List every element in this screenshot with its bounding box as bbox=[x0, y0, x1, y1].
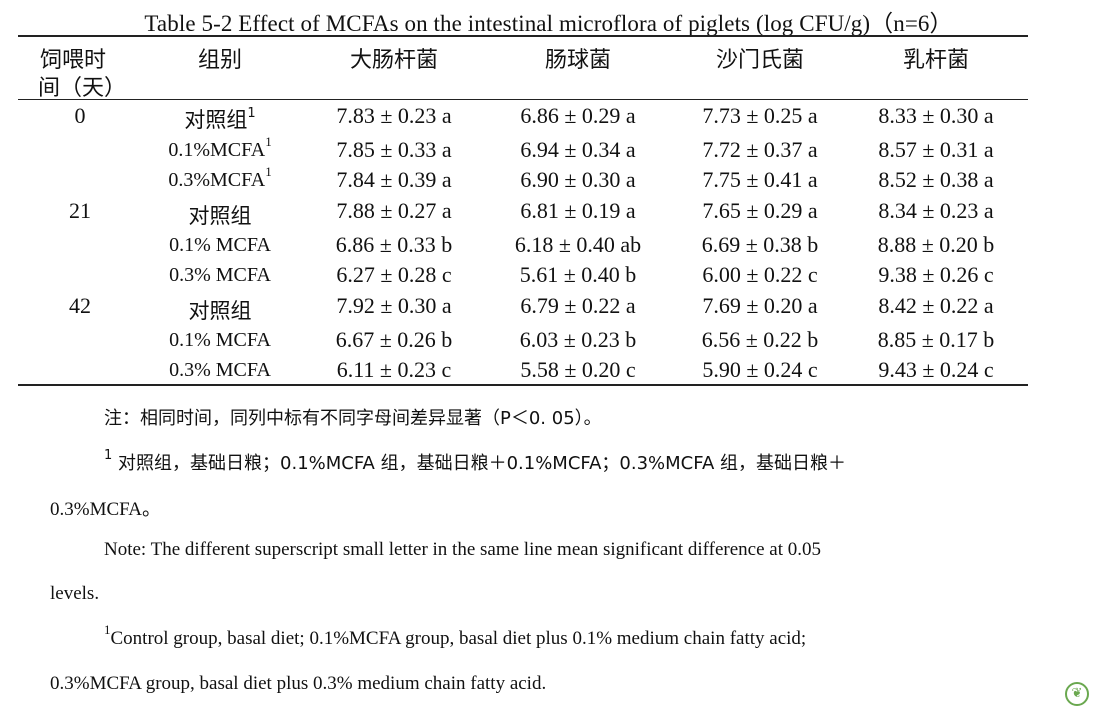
cell-salmonella: 7.69 ± 0.20 a bbox=[702, 293, 818, 318]
row-group: 0.3%MCFA1 bbox=[168, 164, 272, 191]
leaf-logo-icon: ❦ bbox=[1065, 682, 1089, 706]
cell-salmonella: 7.73 ± 0.25 a bbox=[702, 103, 818, 128]
row-group: 对照组1 bbox=[184, 106, 256, 132]
header-salmonella: 沙门氏菌 bbox=[715, 48, 804, 73]
header-time-line1: 饲喂时 bbox=[40, 48, 107, 73]
row-group: 0.3% MCFA bbox=[169, 359, 271, 381]
cell-lactobacillus: 8.85 ± 0.17 b bbox=[877, 327, 995, 352]
cell-enterococcus: 6.79 ± 0.22 a bbox=[520, 293, 636, 318]
cell-ecoli: 7.88 ± 0.27 a bbox=[336, 198, 452, 223]
cell-lactobacillus: 8.88 ± 0.20 b bbox=[877, 232, 995, 257]
cell-salmonella: 7.75 ± 0.41 a bbox=[702, 167, 818, 192]
cell-lactobacillus: 9.43 ± 0.24 c bbox=[878, 357, 994, 382]
cell-ecoli: 7.92 ± 0.30 a bbox=[336, 293, 452, 318]
row-day: 0 bbox=[74, 103, 86, 128]
row-day: 21 bbox=[69, 198, 91, 223]
cell-salmonella: 6.69 ± 0.38 b bbox=[701, 232, 819, 257]
note-en-groups: 1Control group, basal diet; 0.1%MCFA gro… bbox=[104, 622, 807, 649]
bottom-rule bbox=[18, 384, 1028, 386]
cell-ecoli: 7.85 ± 0.33 a bbox=[336, 137, 452, 162]
note-cn-significance: 注：相同时间，同列中标有不同字母间差异显著（P＜0. 05）。 bbox=[104, 408, 602, 429]
cell-salmonella: 5.90 ± 0.24 c bbox=[702, 357, 818, 382]
row-day: 42 bbox=[69, 293, 91, 318]
header-group: 组别 bbox=[197, 48, 242, 73]
note-en-significance-cont: levels. bbox=[50, 583, 100, 604]
cell-salmonella: 7.65 ± 0.29 a bbox=[702, 198, 818, 223]
cell-ecoli: 6.67 ± 0.26 b bbox=[335, 327, 453, 352]
row-group: 0.1% MCFA bbox=[169, 329, 271, 351]
row-group: 0.3% MCFA bbox=[169, 264, 271, 286]
note-cn-groups-cont: 0.3%MCFA。 bbox=[50, 499, 162, 520]
cell-salmonella: 6.00 ± 0.22 c bbox=[702, 262, 818, 287]
cell-lactobacillus: 8.42 ± 0.22 a bbox=[878, 293, 994, 318]
note-en-groups-cont: 0.3%MCFA group, basal diet plus 0.3% med… bbox=[50, 673, 547, 694]
cell-enterococcus: 6.90 ± 0.30 a bbox=[520, 167, 636, 192]
cell-lactobacillus: 8.57 ± 0.31 a bbox=[878, 137, 994, 162]
header-ecoli: 大肠杆菌 bbox=[349, 48, 438, 73]
cell-enterococcus: 6.94 ± 0.34 a bbox=[520, 137, 636, 162]
cell-lactobacillus: 8.34 ± 0.23 a bbox=[878, 198, 994, 223]
cell-enterococcus: 5.61 ± 0.40 b bbox=[519, 262, 637, 287]
cell-ecoli: 6.86 ± 0.33 b bbox=[335, 232, 453, 257]
cell-enterococcus: 6.81 ± 0.19 a bbox=[520, 198, 636, 223]
cell-enterococcus: 6.86 ± 0.29 a bbox=[520, 103, 636, 128]
cell-enterococcus: 6.18 ± 0.40 ab bbox=[514, 232, 642, 257]
cell-enterococcus: 6.03 ± 0.23 b bbox=[519, 327, 637, 352]
header-time-line2: 间（天） bbox=[38, 76, 127, 101]
top-rule bbox=[18, 35, 1028, 37]
cell-ecoli: 7.84 ± 0.39 a bbox=[336, 167, 452, 192]
row-group: 对照组 bbox=[188, 204, 252, 228]
header-enterococcus: 肠球菌 bbox=[544, 48, 611, 73]
cell-salmonella: 7.72 ± 0.37 a bbox=[702, 137, 818, 162]
cell-ecoli: 7.83 ± 0.23 a bbox=[336, 103, 452, 128]
cell-salmonella: 6.56 ± 0.22 b bbox=[701, 327, 819, 352]
cell-ecoli: 6.27 ± 0.28 c bbox=[336, 262, 452, 287]
note-en-significance: Note: The different superscript small le… bbox=[104, 539, 822, 560]
header-lactobacillus: 乳杆菌 bbox=[902, 48, 969, 73]
table-title: Table 5-2 Effect of MCFAs on the intesti… bbox=[144, 11, 953, 36]
note-cn-groups: 1 对照组，基础日粮；0.1%MCFA 组，基础日粮＋0.1%MCFA；0.3%… bbox=[104, 448, 846, 474]
row-group: 0.1%MCFA1 bbox=[168, 134, 272, 161]
cell-lactobacillus: 8.52 ± 0.38 a bbox=[878, 167, 994, 192]
row-group: 0.1% MCFA bbox=[169, 234, 271, 256]
header-rule bbox=[18, 99, 1028, 100]
cell-lactobacillus: 8.33 ± 0.30 a bbox=[878, 103, 994, 128]
cell-lactobacillus: 9.38 ± 0.26 c bbox=[878, 262, 994, 287]
row-group: 对照组 bbox=[188, 299, 252, 323]
cell-enterococcus: 5.58 ± 0.20 c bbox=[520, 357, 636, 382]
cell-ecoli: 6.11 ± 0.23 c bbox=[336, 357, 452, 382]
